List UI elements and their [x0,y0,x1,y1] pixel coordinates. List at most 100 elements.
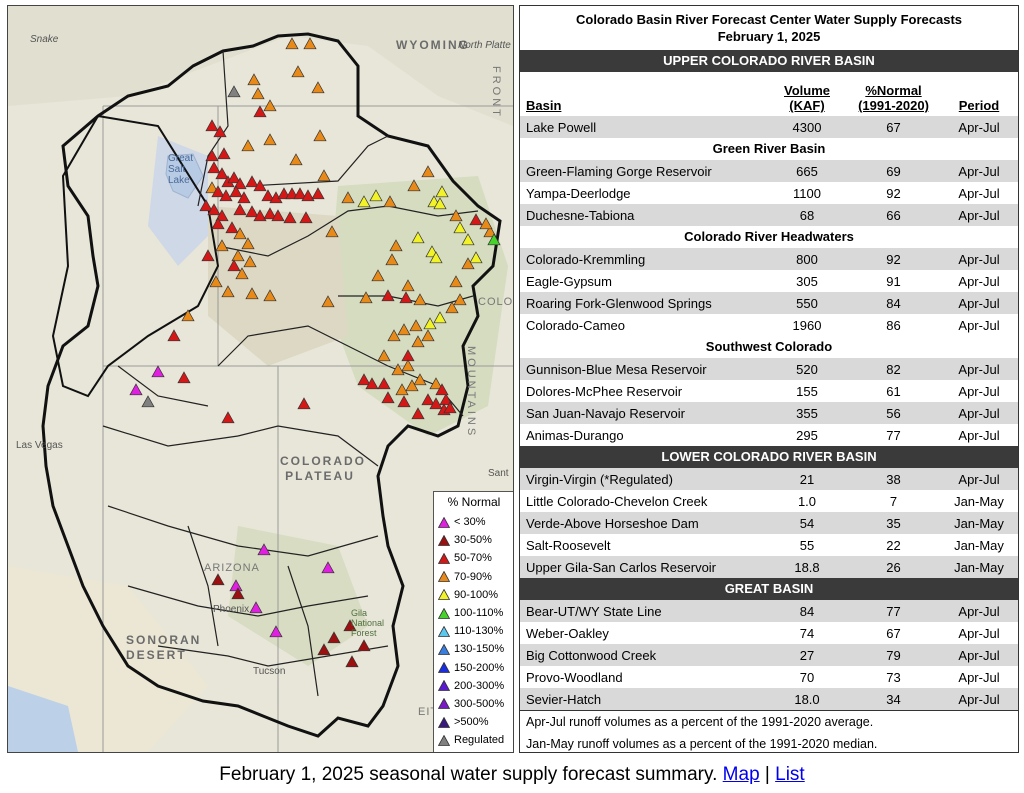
map-link[interactable]: Map [722,764,760,785]
forecast-point-triangle[interactable] [311,81,325,94]
forecast-point-triangle[interactable] [411,407,425,420]
forecast-point-triangle[interactable] [387,329,401,342]
forecast-point-triangle[interactable] [385,253,399,266]
forecast-point-triangle[interactable] [199,199,213,212]
forecast-point-triangle[interactable] [277,187,291,200]
forecast-point-triangle[interactable] [257,543,271,556]
forecast-point-triangle[interactable] [357,373,371,386]
forecast-point-triangle[interactable] [245,175,259,188]
forecast-point-triangle[interactable] [371,269,385,282]
forecast-point-triangle[interactable] [129,383,143,396]
forecast-point-triangle[interactable] [389,239,403,252]
forecast-point-triangle[interactable] [231,249,245,262]
forecast-point-triangle[interactable] [291,65,305,78]
forecast-point-triangle[interactable] [311,187,325,200]
forecast-point-triangle[interactable] [397,323,411,336]
forecast-point-triangle[interactable] [301,189,315,202]
forecast-point-triangle[interactable] [211,217,225,230]
forecast-point-triangle[interactable] [381,391,395,404]
forecast-point-triangle[interactable] [453,221,467,234]
forecast-point-triangle[interactable] [299,211,313,224]
forecast-point-triangle[interactable] [461,257,475,270]
forecast-point-triangle[interactable] [263,99,277,112]
forecast-point-triangle[interactable] [359,291,373,304]
forecast-point-triangle[interactable] [235,267,249,280]
forecast-point-triangle[interactable] [241,139,255,152]
forecast-point-triangle[interactable] [479,217,493,230]
forecast-point-triangle[interactable] [213,125,227,138]
forecast-point-triangle[interactable] [423,317,437,330]
forecast-point-triangle[interactable] [293,187,307,200]
forecast-point-triangle[interactable] [141,395,155,408]
forecast-point-triangle[interactable] [233,227,247,240]
forecast-point-triangle[interactable] [313,129,327,142]
forecast-point-triangle[interactable] [483,225,497,238]
forecast-point-triangle[interactable] [251,87,265,100]
forecast-point-triangle[interactable] [207,161,221,174]
forecast-point-triangle[interactable] [343,619,357,632]
forecast-point-triangle[interactable] [233,203,247,216]
forecast-point-triangle[interactable] [247,73,261,86]
forecast-point-triangle[interactable] [409,319,423,332]
forecast-point-triangle[interactable] [241,237,255,250]
forecast-point-triangle[interactable] [421,329,435,342]
forecast-point-triangle[interactable] [211,573,225,586]
forecast-point-triangle[interactable] [377,349,391,362]
forecast-point-triangle[interactable] [429,251,443,264]
forecast-point-triangle[interactable] [303,37,317,50]
forecast-point-triangle[interactable] [401,279,415,292]
forecast-point-triangle[interactable] [435,185,449,198]
forecast-point-triangle[interactable] [253,105,267,118]
forecast-point-triangle[interactable] [271,209,285,222]
forecast-point-triangle[interactable] [433,197,447,210]
forecast-point-triangle[interactable] [269,625,283,638]
forecast-point-triangle[interactable] [297,397,311,410]
forecast-point-triangle[interactable] [395,383,409,396]
forecast-point-triangle[interactable] [181,309,195,322]
forecast-point-triangle[interactable] [357,639,371,652]
forecast-point-triangle[interactable] [217,147,231,160]
forecast-point-triangle[interactable] [205,119,219,132]
forecast-point-triangle[interactable] [383,195,397,208]
forecast-point-triangle[interactable] [401,359,415,372]
forecast-point-triangle[interactable] [227,85,241,98]
forecast-point-triangle[interactable] [245,205,259,218]
forecast-point-triangle[interactable] [391,363,405,376]
forecast-point-triangle[interactable] [253,179,267,192]
forecast-point-triangle[interactable] [219,189,233,202]
forecast-point-triangle[interactable] [201,249,215,262]
forecast-point-triangle[interactable] [487,233,501,246]
forecast-point-triangle[interactable] [225,221,239,234]
forecast-point-triangle[interactable] [229,185,243,198]
forecast-point-triangle[interactable] [253,209,267,222]
forecast-point-triangle[interactable] [209,275,223,288]
forecast-point-triangle[interactable] [221,411,235,424]
forecast-point-triangle[interactable] [413,373,427,386]
forecast-point-triangle[interactable] [245,287,259,300]
forecast-point-triangle[interactable] [345,655,359,668]
forecast-point-triangle[interactable] [233,177,247,190]
forecast-point-triangle[interactable] [399,291,413,304]
forecast-point-triangle[interactable] [167,329,181,342]
forecast-point-triangle[interactable] [263,207,277,220]
forecast-point-triangle[interactable] [413,293,427,306]
forecast-point-triangle[interactable] [445,301,459,314]
forecast-point-triangle[interactable] [325,225,339,238]
forecast-point-triangle[interactable] [443,401,457,414]
forecast-point-triangle[interactable] [397,395,411,408]
forecast-point-triangle[interactable] [321,295,335,308]
forecast-point-triangle[interactable] [449,275,463,288]
forecast-point-triangle[interactable] [461,233,475,246]
forecast-point-triangle[interactable] [317,643,331,656]
forecast-point-triangle[interactable] [469,251,483,264]
forecast-point-triangle[interactable] [215,209,229,222]
forecast-point-triangle[interactable] [377,377,391,390]
forecast-point-triangle[interactable] [283,211,297,224]
forecast-point-triangle[interactable] [429,377,443,390]
forecast-point-triangle[interactable] [263,133,277,146]
forecast-point-triangle[interactable] [421,393,435,406]
forecast-point-triangle[interactable] [205,149,219,162]
forecast-point-triangle[interactable] [221,285,235,298]
forecast-point-triangle[interactable] [205,181,219,194]
forecast-point-triangle[interactable] [435,383,449,396]
